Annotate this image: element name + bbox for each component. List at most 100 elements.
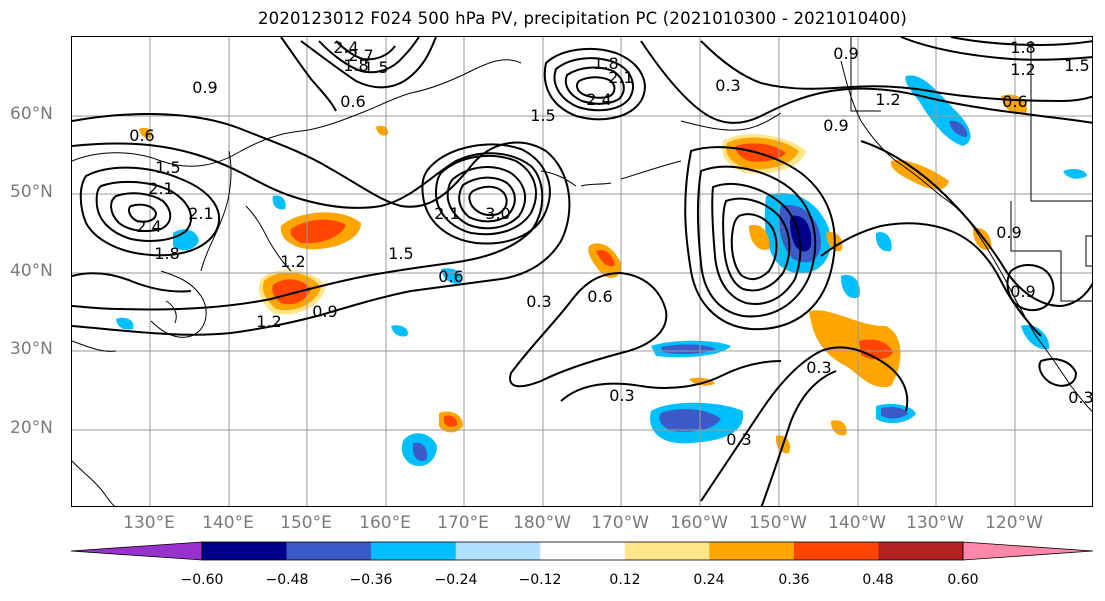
contour-label: 0.6 — [587, 287, 612, 306]
colorbar-extend-min — [70, 541, 203, 561]
precip-shading — [116, 75, 1087, 467]
colorbar-boxes — [202, 542, 964, 560]
precip-neg-area — [661, 344, 716, 354]
contour-label: 1.8 — [343, 56, 368, 75]
lon-label-150w: 150°W — [749, 513, 807, 533]
map-panel: 0.9 2.4 2.7 1.8 1.5 0.6 0.6 2.1 1.5 2.4 … — [71, 36, 1093, 507]
lat-label-50n: 50°N — [10, 182, 53, 202]
colorbar-tick: 0.48 — [862, 572, 894, 588]
colorbar-tick: −0.36 — [349, 572, 393, 588]
lon-label-150e: 150°E — [280, 513, 332, 533]
colorbar-extend-max — [962, 541, 1094, 561]
coastlines — [72, 37, 1092, 506]
precip-neg-area — [881, 406, 908, 419]
lon-label-170e: 170°E — [437, 513, 489, 533]
colorbar-tick: 0.24 — [693, 572, 725, 588]
colorbar-box — [793, 542, 879, 560]
contour-label: 2.1 — [434, 204, 459, 223]
precip-neg-area — [875, 232, 892, 252]
precip-neg-area — [841, 274, 860, 299]
colorbar-tick: −0.12 — [518, 572, 562, 588]
contour-label: 1.5 — [1064, 56, 1089, 75]
map-canvas: 0.9 2.4 2.7 1.8 1.5 0.6 0.6 2.1 1.5 2.4 … — [72, 37, 1093, 506]
lon-label-130e: 130°E — [123, 513, 175, 533]
precip-pos-area — [749, 224, 770, 250]
lon-label-160w: 160°W — [670, 513, 728, 533]
precip-neg-area — [441, 268, 463, 284]
colorbar-box — [878, 542, 964, 560]
precip-pos-area — [272, 279, 311, 305]
precip-neg-area — [413, 442, 428, 462]
lat-label-20n: 20°N — [10, 418, 53, 438]
lon-label-170w: 170°W — [591, 513, 649, 533]
precip-pos-area — [596, 249, 615, 267]
colorbar-tick: −0.48 — [265, 572, 309, 588]
colorbar-tick: −0.60 — [180, 572, 224, 588]
contour-label: 0.6 — [129, 126, 154, 145]
contour-label: 0.9 — [833, 44, 858, 63]
lat-label-30n: 30°N — [10, 339, 53, 359]
colorbar-box — [202, 542, 288, 560]
contour-label: 0.9 — [192, 78, 217, 97]
colorbar-box — [540, 542, 626, 560]
contour-label: 0.3 — [726, 430, 751, 449]
precip-pos-area — [890, 160, 949, 190]
colorbar-tick: 0.12 — [609, 572, 641, 588]
precip-neg-area — [1021, 325, 1050, 350]
precip-neg-area — [116, 317, 134, 330]
precip-neg-area — [391, 325, 408, 337]
contour-label: 1.5 — [388, 244, 413, 263]
precip-neg-area — [1063, 168, 1087, 179]
colorbar-box — [624, 542, 710, 560]
contour-label: 2.7 — [348, 46, 373, 65]
contour-label: 0.6 — [438, 267, 463, 286]
contour-label: 0.3 — [526, 292, 551, 311]
contour-label: 1.2 — [1010, 60, 1035, 79]
contour-label: 0.3 — [715, 76, 740, 95]
contour-label: 0.9 — [312, 302, 337, 321]
precip-pos-area — [290, 219, 346, 244]
contour-label: 1.2 — [256, 312, 281, 331]
colorbar-box — [286, 542, 372, 560]
map-title: 2020123012 F024 500 hPa PV, precipitatio… — [257, 9, 908, 28]
contour-label: 0.3 — [609, 386, 634, 405]
contour-label: 2.4 — [586, 90, 611, 109]
precip-pos-area — [376, 125, 389, 136]
contour-label: 0.3 — [1068, 388, 1093, 407]
precip-pos-area — [689, 377, 715, 386]
precip-pos-area — [444, 415, 458, 427]
colorbar-tick: 0.36 — [778, 572, 810, 588]
lon-label-180w: 180°W — [513, 513, 571, 533]
lon-label-120w: 120°W — [985, 513, 1043, 533]
colorbar-box — [371, 542, 457, 560]
colorbar-tick: −0.24 — [434, 572, 478, 588]
contour-label: 2.4 — [136, 217, 161, 236]
contour-label: 0.9 — [996, 223, 1021, 242]
contour-label: 2.1 — [148, 179, 173, 198]
contour-label: 0.9 — [1010, 282, 1035, 301]
lon-label-140w: 140°W — [828, 513, 886, 533]
contour-label: 1.8 — [593, 54, 618, 73]
colorbar — [70, 541, 1094, 561]
precip-neg-area — [659, 409, 721, 432]
precip-neg-area — [272, 195, 286, 210]
precip-pos-area — [139, 127, 153, 139]
lat-label-60n: 60°N — [10, 104, 53, 124]
contour-label: 1.5 — [363, 58, 388, 77]
lon-label-130w: 130°W — [906, 513, 964, 533]
contour-label: 3.0 — [485, 204, 510, 223]
contour-label: 1.8 — [1010, 38, 1035, 57]
contour-label: 1.2 — [875, 90, 900, 109]
colorbar-box — [709, 542, 795, 560]
contour-label: 1.5 — [155, 158, 180, 177]
contour-label: 1.5 — [530, 106, 555, 125]
contour-label: 2.1 — [608, 68, 633, 87]
contour-label: 0.6 — [1002, 92, 1027, 111]
precip-pos-area — [831, 420, 847, 436]
contour-label: 1.8 — [154, 244, 179, 263]
contour-label: 2.1 — [188, 204, 213, 223]
lon-label-160e: 160°E — [359, 513, 411, 533]
pv-contours — [72, 37, 1092, 506]
contour-label: 2.4 — [333, 38, 358, 57]
precip-neg-area — [949, 120, 968, 137]
